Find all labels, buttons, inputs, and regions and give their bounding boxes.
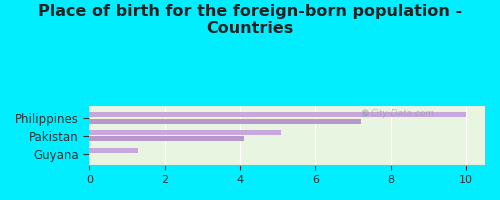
- Text: ●: ●: [360, 108, 369, 118]
- Bar: [90, 136, 244, 141]
- Text: Place of birth for the foreign-born population -
Countries: Place of birth for the foreign-born popu…: [38, 4, 462, 36]
- Text: City-Data.com: City-Data.com: [370, 109, 434, 118]
- Bar: [90, 130, 282, 135]
- Bar: [90, 148, 138, 153]
- Bar: [90, 112, 466, 117]
- Bar: [90, 119, 360, 124]
